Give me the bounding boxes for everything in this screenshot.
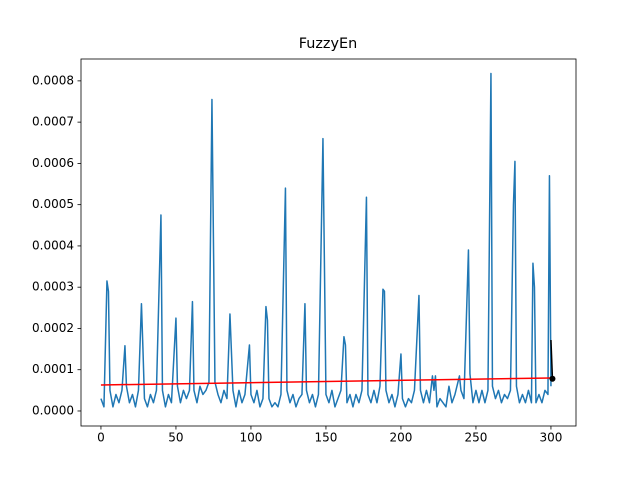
marker: [549, 375, 556, 382]
line-series: [550, 339, 554, 379]
line-series: [100, 377, 551, 386]
x-tick-label: 250: [464, 431, 487, 445]
x-tick-label: 50: [168, 431, 183, 445]
x-tick-label: 300: [539, 431, 562, 445]
y-tick-label: 0.0005: [32, 197, 74, 211]
y-tick-label: 0.0006: [32, 156, 74, 170]
y-tick-label: 0.0002: [32, 321, 74, 335]
y-tick-label: 0.0001: [32, 362, 74, 376]
x-tick-label: 200: [389, 431, 412, 445]
y-tick-label: 0.0003: [32, 280, 74, 294]
y-tick-label: 0.0004: [32, 238, 74, 252]
x-tick-label: 0: [97, 431, 105, 445]
plot-frame: [80, 58, 577, 427]
chart-title: FuzzyEn: [299, 36, 357, 52]
x-tick-label: 150: [314, 431, 337, 445]
y-tick-label: 0.0008: [32, 73, 74, 87]
line-series: [100, 72, 552, 408]
y-tick-label: 0.0000: [32, 403, 74, 417]
y-tick-label: 0.0007: [32, 115, 74, 129]
x-tick-label: 100: [239, 431, 262, 445]
